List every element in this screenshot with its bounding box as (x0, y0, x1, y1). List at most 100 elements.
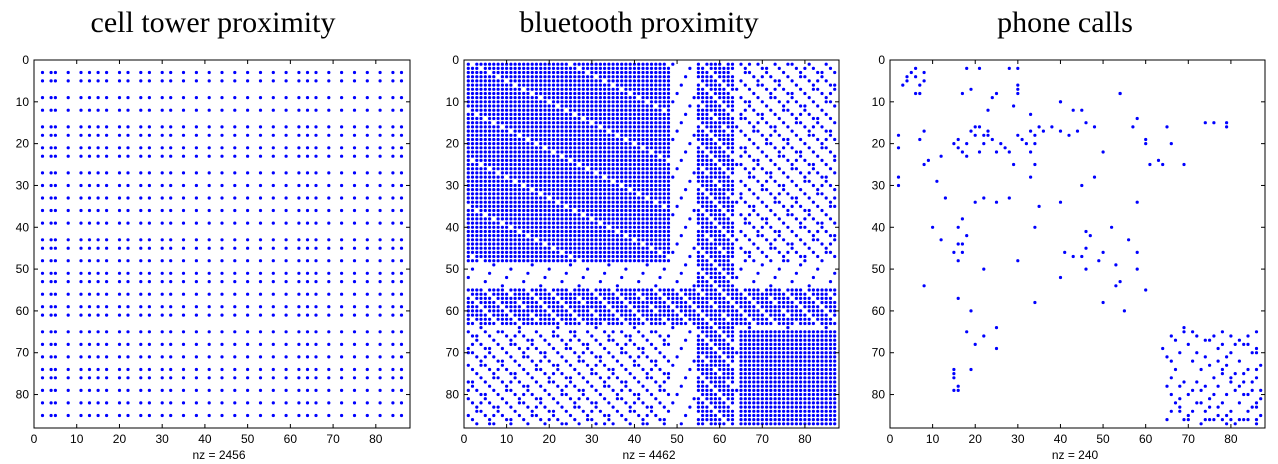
data-point (692, 292, 696, 296)
data-point (709, 129, 713, 133)
data-point (641, 292, 645, 296)
data-point (765, 288, 769, 292)
data-point (786, 250, 790, 254)
data-point (246, 133, 250, 137)
data-point (726, 242, 730, 246)
data-point (594, 133, 598, 137)
data-point (607, 108, 611, 112)
data-point (568, 292, 573, 296)
data-point (53, 259, 58, 263)
data-point (747, 305, 752, 309)
data-point (475, 296, 479, 300)
data-point (594, 221, 598, 225)
data-point (645, 225, 649, 229)
data-point (794, 271, 798, 275)
data-point (522, 234, 526, 238)
data-point (539, 100, 543, 104)
y-tick-label: 50 (16, 262, 30, 276)
data-point (743, 183, 747, 188)
data-point (220, 292, 224, 296)
data-point (786, 142, 790, 146)
data-point (483, 313, 487, 317)
data-point (522, 150, 526, 154)
data-point (603, 108, 607, 112)
data-point (713, 292, 717, 296)
data-point (233, 330, 237, 334)
data-point (598, 100, 602, 104)
data-point (632, 125, 637, 129)
data-point (590, 296, 594, 300)
data-point (701, 234, 705, 238)
data-point (53, 146, 58, 150)
data-point (620, 346, 624, 351)
data-point (658, 217, 662, 221)
data-point (747, 288, 752, 292)
data-point (568, 70, 573, 75)
data-point (539, 250, 543, 254)
data-point (568, 296, 573, 300)
data-point (709, 104, 713, 108)
data-point (126, 133, 130, 137)
data-point (169, 292, 173, 296)
data-point (603, 129, 607, 133)
data-point (794, 217, 798, 221)
data-point (560, 217, 564, 221)
data-point (522, 116, 526, 121)
data-point (773, 330, 777, 334)
data-point (782, 154, 786, 158)
data-point (820, 142, 824, 146)
data-point (470, 79, 475, 83)
data-point (645, 137, 649, 142)
data-point (79, 292, 83, 296)
data-point (649, 108, 654, 112)
data-point (496, 112, 500, 116)
data-point (547, 108, 551, 112)
data-point (649, 171, 654, 175)
data-point (666, 108, 671, 112)
data-point (517, 125, 521, 129)
data-point (705, 96, 709, 100)
data-point (713, 162, 717, 167)
data-point (713, 183, 717, 188)
data-point (671, 213, 675, 217)
data-point (645, 221, 649, 225)
data-point (340, 183, 344, 188)
data-point (378, 355, 382, 359)
data-point (726, 116, 730, 121)
data-point (833, 238, 837, 242)
data-point (649, 121, 654, 125)
data-point (49, 79, 53, 83)
data-point (547, 208, 551, 213)
data-point (556, 79, 560, 83)
data-point (314, 280, 318, 284)
data-point (696, 158, 700, 162)
data-point (53, 388, 58, 392)
data-point (730, 208, 735, 213)
data-point (492, 288, 496, 292)
data-point (139, 154, 143, 158)
data-point (40, 388, 45, 392)
data-point (517, 296, 521, 300)
data-point (658, 192, 662, 196)
data-point (586, 305, 590, 309)
data-point (53, 401, 58, 405)
data-point (466, 200, 470, 204)
data-point (624, 238, 628, 242)
data-point (475, 162, 479, 167)
data-point (696, 217, 700, 221)
y-tick-label: 30 (16, 178, 30, 192)
data-point (658, 305, 662, 309)
data-point (713, 300, 717, 305)
data-point (522, 62, 526, 66)
data-point (590, 254, 594, 259)
data-point (769, 346, 773, 351)
data-point (658, 225, 662, 229)
data-point (624, 112, 628, 116)
data-point (220, 388, 224, 392)
data-point (181, 70, 186, 75)
data-point (637, 175, 641, 179)
data-point (641, 70, 645, 75)
data-point (747, 309, 752, 313)
data-point (726, 342, 730, 346)
data-point (479, 321, 483, 326)
